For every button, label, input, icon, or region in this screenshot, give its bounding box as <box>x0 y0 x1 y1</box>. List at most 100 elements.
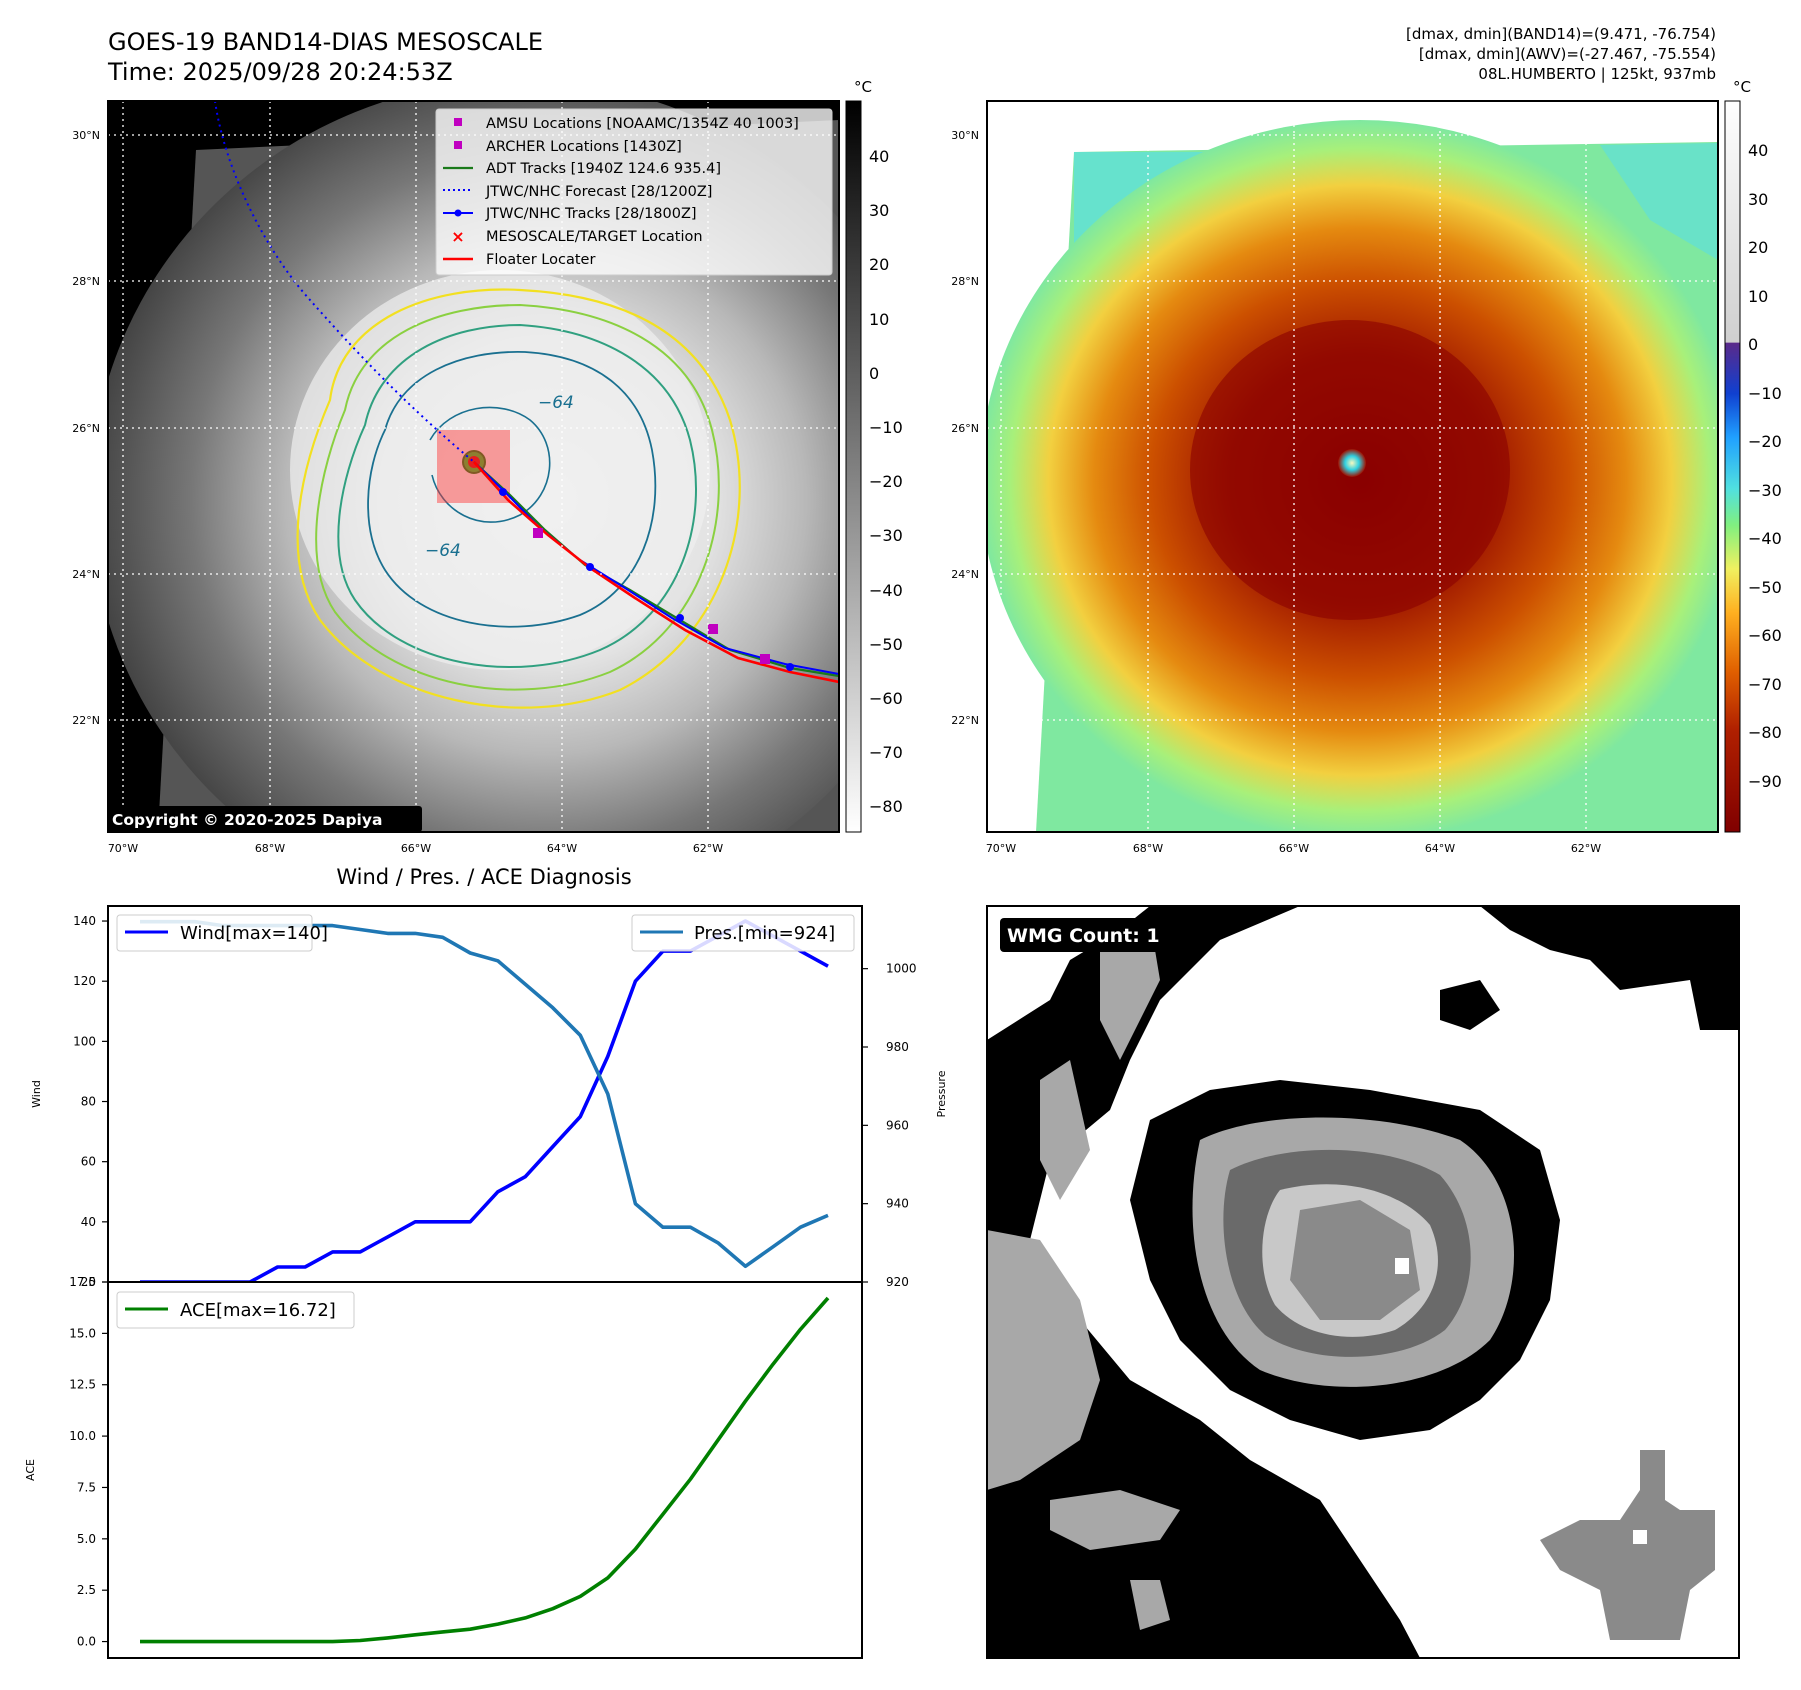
diag-title: Wind / Pres. / ACE Diagnosis <box>336 865 631 889</box>
svg-text:−30: −30 <box>1748 481 1782 500</box>
ir-legend: AMSU Locations [NOAAMC/1354Z 40 1003] AR… <box>435 108 833 276</box>
svg-text:−80: −80 <box>1748 723 1782 742</box>
ace-series-line <box>140 1296 830 1644</box>
svg-text:−50: −50 <box>1748 578 1782 597</box>
color-colorbar-unit: °C <box>1733 78 1751 96</box>
svg-text:−60: −60 <box>869 689 903 708</box>
svg-text:10: 10 <box>1748 287 1768 306</box>
svg-text:−10: −10 <box>869 418 903 437</box>
svg-text:30°N: 30°N <box>72 129 100 142</box>
legend-forecast: JTWC/NHC Forecast [28/1200Z] <box>485 184 712 200</box>
contour-label-2: −64 <box>425 541 461 561</box>
ir-lon-labels: 70°W 68°W 66°W 64°W 62°W <box>108 842 723 855</box>
wmg-eye <box>1395 1258 1409 1274</box>
ace-tick-label: 2.5 <box>77 1583 96 1597</box>
wmg-count-badge <box>1000 918 1176 952</box>
wind-tick-label: 120 <box>73 974 96 988</box>
legend-archer-marker <box>454 141 462 149</box>
svg-text:−80: −80 <box>869 797 903 816</box>
wmg-count-text: WMG Count: 1 <box>1007 925 1160 947</box>
svg-text:68°W: 68°W <box>1133 842 1163 855</box>
legend-amsu-marker <box>454 118 462 126</box>
pressure-tick-label: 960 <box>886 1118 909 1132</box>
svg-text:64°W: 64°W <box>547 842 577 855</box>
wind-tick-label: 80 <box>81 1095 96 1109</box>
svg-text:30: 30 <box>869 201 889 220</box>
svg-text:24°N: 24°N <box>951 568 979 581</box>
color-imagery <box>987 101 1718 832</box>
pressure-tick-label: 920 <box>886 1275 909 1289</box>
svg-text:ACE[max=16.72]: ACE[max=16.72] <box>180 1300 336 1321</box>
svg-text:−60: −60 <box>1748 626 1782 645</box>
legend-amsu: AMSU Locations [NOAAMC/1354Z 40 1003] <box>486 116 799 132</box>
wind-tick-label: 60 <box>81 1155 96 1169</box>
svg-text:28°N: 28°N <box>72 275 100 288</box>
wmg-imagery <box>987 906 1739 1658</box>
svg-text:Pres.[min=924]: Pres.[min=924] <box>694 923 835 944</box>
svg-text:26°N: 26°N <box>951 422 979 435</box>
svg-text:−10: −10 <box>1748 384 1782 403</box>
contour-label-1: −64 <box>538 393 574 413</box>
legend-adt: ADT Tracks [1940Z 124.6 935.4] <box>486 161 721 177</box>
legend-jtwc: JTWC/NHC Tracks [28/1800Z] <box>485 206 697 222</box>
svg-text:62°W: 62°W <box>693 842 723 855</box>
ace-tick-label: 15.0 <box>69 1326 96 1340</box>
legend-target: MESOSCALE/TARGET Location <box>486 229 703 245</box>
svg-text:64°W: 64°W <box>1425 842 1455 855</box>
ace-marks: 0.0 2.5 5.0 7.5 10.0 12.5 15.0 17.5 <box>69 1275 830 1649</box>
mesoscale-target-box <box>437 430 510 503</box>
wind-legend: Wind[max=140] <box>116 914 328 952</box>
wind-tick-label: 40 <box>81 1215 96 1229</box>
info-storm: 08L.HUMBERTO | 125kt, 937mb <box>1478 65 1716 83</box>
pressure-legend: Pres.[min=924] <box>631 914 855 952</box>
color-lat-labels: 30°N 28°N 26°N 24°N 22°N <box>951 129 979 727</box>
ace-tick-label: 10.0 <box>69 1429 96 1443</box>
forecast-track <box>214 101 475 463</box>
color-colorbar: °C 40 30 20 10 0 −10 −20 −30 −40 −50 −60… <box>1724 78 1782 833</box>
ace-tick-label: 7.5 <box>77 1480 96 1494</box>
svg-text:26°N: 26°N <box>72 422 100 435</box>
ace-legend: ACE[max=16.72] <box>116 1291 355 1329</box>
wind-tick-label: 100 <box>73 1034 96 1048</box>
figure-time: Time: 2025/09/28 20:24:53Z <box>107 58 453 86</box>
svg-text:−70: −70 <box>1748 675 1782 694</box>
svg-text:28°N: 28°N <box>951 275 979 288</box>
storm-eye <box>1338 449 1366 477</box>
color-panel: 30°N 28°N 26°N 24°N 22°N 70°W 68°W 66°W … <box>951 78 1782 855</box>
svg-text:30°N: 30°N <box>951 129 979 142</box>
svg-text:Wind[max=140]: Wind[max=140] <box>180 923 328 944</box>
svg-text:68°W: 68°W <box>255 842 285 855</box>
svg-text:62°W: 62°W <box>1571 842 1601 855</box>
svg-text:30: 30 <box>1748 190 1768 209</box>
svg-text:−40: −40 <box>1748 529 1782 548</box>
svg-text:66°W: 66°W <box>1279 842 1309 855</box>
legend-archer: ARCHER Locations [1430Z] <box>486 139 682 155</box>
wind-pressure-chart: 20 40 60 80 100 120 140 920 940 960 980 1000 Wind P… <box>30 905 948 1289</box>
ace-tick-label: 5.0 <box>77 1532 96 1546</box>
svg-text:22°N: 22°N <box>951 714 979 727</box>
svg-text:−20: −20 <box>1748 432 1782 451</box>
svg-text:0: 0 <box>869 364 879 383</box>
copyright-badge <box>108 806 422 832</box>
wind-axis-label: Wind <box>30 1080 43 1108</box>
pressure-tick-label: 1000 <box>886 962 917 976</box>
svg-text:−40: −40 <box>869 581 903 600</box>
figure-title: GOES-19 BAND14-DIAS MESOSCALE <box>108 28 543 56</box>
ir-imagery: −64 −64 <box>108 101 839 832</box>
wmg-panel: WMG Count: 1 <box>986 905 1740 1659</box>
svg-text:70°W: 70°W <box>986 842 1016 855</box>
info-band14: [dmax, dmin](BAND14)=(9.471, -76.754) <box>1406 25 1716 43</box>
ace-chart: 0.0 2.5 5.0 7.5 10.0 12.5 15.0 17.5 ACE ACE[max… <box>24 1275 863 1659</box>
ir-colorbar-unit: °C <box>854 78 872 96</box>
ace-tick-label: 12.5 <box>69 1378 96 1392</box>
pressure-tick-label: 980 <box>886 1040 909 1054</box>
color-gridlines <box>987 101 1718 832</box>
svg-text:20: 20 <box>1748 238 1768 257</box>
svg-text:22°N: 22°N <box>72 714 100 727</box>
info-awv: [dmax, dmin](AWV)=(-27.467, -75.554) <box>1419 45 1716 63</box>
ace-axis-label: ACE <box>24 1459 37 1481</box>
color-lon-labels: 70°W 68°W 66°W 64°W 62°W <box>986 842 1601 855</box>
svg-text:24°N: 24°N <box>72 568 100 581</box>
pressure-axis-label: Pressure <box>935 1070 948 1117</box>
